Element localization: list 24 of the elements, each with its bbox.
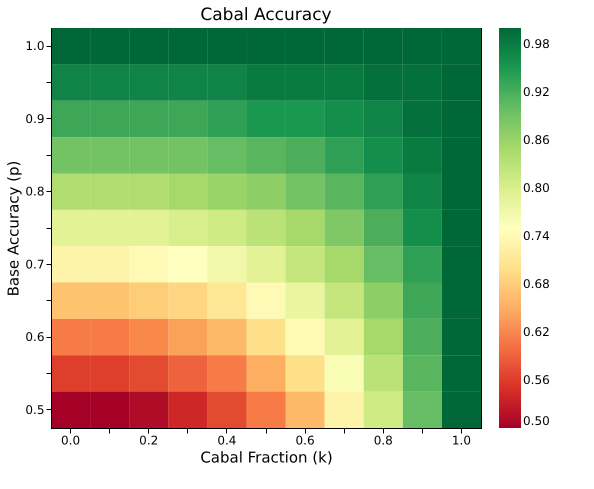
- y-tick-label: 0.9: [25, 112, 44, 126]
- chart-title: Cabal Accuracy: [200, 5, 332, 25]
- color-bar-label: 0.62: [523, 325, 550, 339]
- y-axis-title: Base Accuracy (p): [4, 160, 22, 296]
- color-bar-label: 0.68: [523, 277, 550, 291]
- x-tick-label: 0.2: [139, 434, 158, 448]
- y-tick-label: 1.0: [25, 39, 44, 54]
- color-bar-label: 0.80: [523, 181, 550, 195]
- color-bar-label: 0.74: [523, 229, 550, 243]
- x-tick-label: 1.0: [452, 434, 471, 448]
- color-bar-label: 0.56: [523, 373, 550, 387]
- y-tick-label: 0.6: [25, 330, 44, 344]
- color-bar-label: 0.50: [523, 414, 550, 428]
- x-tick-label: 0.8: [374, 434, 393, 448]
- y-tick-label: 0.7: [25, 257, 44, 272]
- color-bar-label: 0.86: [523, 133, 550, 147]
- x-tick-label: 0.4: [217, 434, 236, 448]
- color-bar-label: 0.98: [523, 37, 550, 51]
- y-tick-label: 0.5: [25, 402, 44, 417]
- color-bar-label: 0.92: [523, 85, 550, 99]
- x-tick-label: 0.0: [61, 434, 80, 448]
- x-tick-label: 0.6: [296, 434, 315, 448]
- y-tick-label: 0.8: [25, 184, 44, 199]
- x-axis-title: Cabal Fraction (k): [200, 448, 333, 466]
